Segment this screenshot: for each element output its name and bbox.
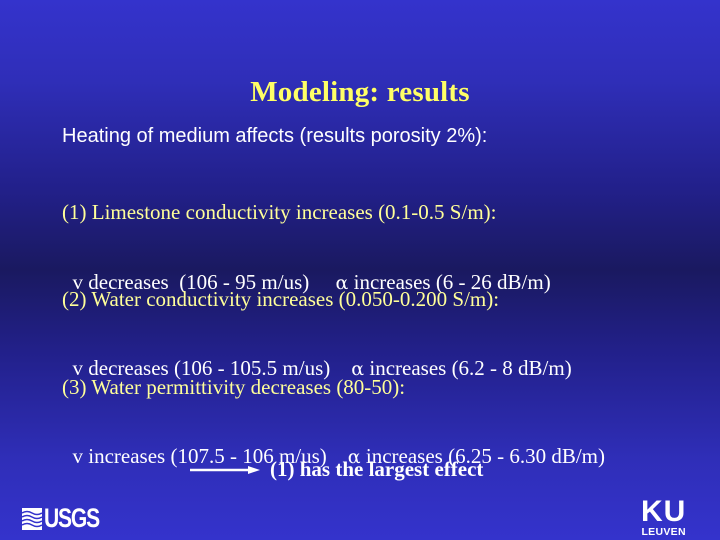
arrow-right-icon bbox=[190, 465, 260, 474]
slide-title: Modeling: results bbox=[250, 76, 470, 108]
usgs-logo-text: USGS bbox=[44, 503, 100, 533]
section-1-detail: v decreases (106 - 95 m/us) α increases … bbox=[62, 245, 551, 295]
alpha-symbol: α bbox=[335, 272, 349, 294]
section-3-heading: (3) Water permittivity decreases (80-50)… bbox=[62, 375, 406, 399]
usgs-logo: USGS bbox=[22, 505, 115, 532]
section-3-detail: v increases (107.5 - 106 m/us) α increas… bbox=[62, 419, 606, 469]
usgs-wave-icon bbox=[22, 507, 42, 530]
section-1-heading: (1) Limestone conductivity increases (0.… bbox=[62, 200, 497, 224]
section-2-detail: v decreases (106 - 105.5 m/us) α increas… bbox=[62, 331, 572, 381]
conclusion-text: (1) has the largest effect bbox=[270, 457, 484, 481]
section-3-attenuation: increases (6.25 - 6.30 dB/m) bbox=[360, 444, 605, 468]
section-3-velocity: v increases (107.5 - 106 m/us) bbox=[72, 444, 327, 468]
conclusion: (1) has the largest effect bbox=[190, 457, 483, 482]
ku-logo-sub: LEUVEN bbox=[641, 526, 686, 538]
section-2-heading: (2) Water conductivity increases (0.050-… bbox=[62, 287, 500, 311]
section-2-attenuation: increases (6.2 - 8 dB/m) bbox=[364, 356, 572, 380]
alpha-symbol: α bbox=[351, 358, 365, 380]
ku-leuven-logo: KU LEUVEN bbox=[641, 495, 687, 539]
slide-subtitle: Heating of medium affects (results poros… bbox=[62, 125, 488, 147]
section-1-attenuation: increases (6 - 26 dB/m) bbox=[348, 270, 551, 294]
section-2-velocity: v decreases (106 - 105.5 m/us) bbox=[72, 356, 331, 380]
alpha-symbol: α bbox=[347, 446, 361, 468]
ku-logo-main: KU bbox=[641, 495, 687, 528]
section-1-velocity: v decreases (106 - 95 m/us) bbox=[72, 270, 310, 294]
